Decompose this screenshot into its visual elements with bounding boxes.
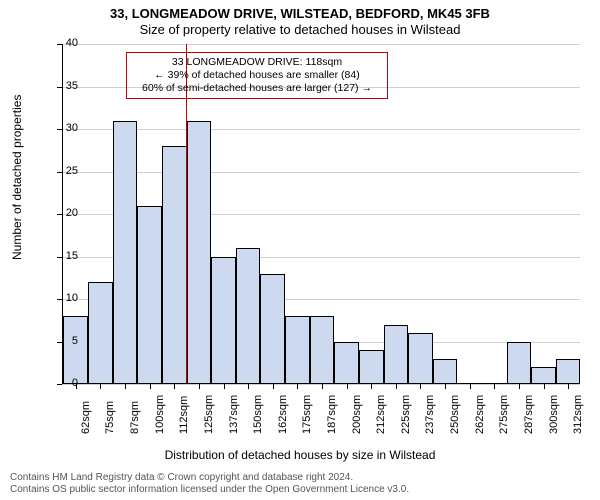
y-tick-label: 35 [48, 80, 78, 92]
x-tick-label: 212sqm [375, 395, 387, 434]
plot-area: 33 LONGMEADOW DRIVE: 118sqm← 39% of deta… [62, 44, 580, 384]
x-tick-label: 200sqm [351, 395, 363, 434]
chart-subtitle: Size of property relative to detached ho… [0, 22, 600, 37]
x-tick-mark [544, 384, 545, 389]
x-tick-label: 87sqm [129, 401, 141, 434]
y-tick-mark [57, 44, 62, 45]
histogram-bar [531, 367, 556, 384]
y-tick-label: 40 [48, 37, 78, 49]
x-tick-label: 75sqm [104, 401, 116, 434]
x-axis-label: Distribution of detached houses by size … [0, 448, 600, 462]
y-tick-mark [57, 87, 62, 88]
x-tick-mark [420, 384, 421, 389]
histogram-bar [162, 146, 187, 384]
x-tick-label: 300sqm [548, 395, 560, 434]
y-tick-mark [57, 384, 62, 385]
y-tick-mark [57, 214, 62, 215]
x-tick-mark [445, 384, 446, 389]
histogram-bar [408, 333, 433, 384]
y-tick-label: 30 [48, 122, 78, 134]
y-axis-label: Number of detached properties [10, 95, 24, 260]
gridline [62, 172, 580, 173]
x-tick-label: 62sqm [80, 401, 92, 434]
x-tick-mark [150, 384, 151, 389]
x-tick-mark [273, 384, 274, 389]
y-tick-mark [57, 172, 62, 173]
y-tick-label: 5 [48, 335, 78, 347]
histogram-bar [359, 350, 384, 384]
histogram-bar [211, 257, 236, 385]
histogram-bar [285, 316, 310, 384]
footer-line2: Contains OS public sector information li… [10, 484, 590, 496]
annotation-box: 33 LONGMEADOW DRIVE: 118sqm← 39% of deta… [126, 52, 388, 99]
histogram-bar [433, 359, 458, 385]
y-tick-mark [57, 257, 62, 258]
y-tick-label: 15 [48, 250, 78, 262]
x-tick-mark [494, 384, 495, 389]
x-tick-mark [347, 384, 348, 389]
histogram-bar [507, 342, 532, 385]
annotation-line: 33 LONGMEADOW DRIVE: 118sqm [133, 56, 381, 69]
x-tick-mark [125, 384, 126, 389]
histogram-chart: 33, LONGMEADOW DRIVE, WILSTEAD, BEDFORD,… [0, 0, 600, 500]
y-tick-mark [57, 299, 62, 300]
x-tick-mark [100, 384, 101, 389]
x-tick-label: 275sqm [498, 395, 510, 434]
x-tick-mark [519, 384, 520, 389]
x-tick-label: 225sqm [400, 395, 412, 434]
histogram-bar [113, 121, 138, 385]
y-tick-label: 20 [48, 207, 78, 219]
x-tick-label: 187sqm [326, 395, 338, 434]
x-tick-mark [396, 384, 397, 389]
histogram-bar [310, 316, 335, 384]
annotation-line: 60% of semi-detached houses are larger (… [133, 82, 381, 95]
x-tick-mark [297, 384, 298, 389]
x-tick-label: 125sqm [203, 395, 215, 434]
x-tick-mark [248, 384, 249, 389]
histogram-bar [334, 342, 359, 385]
x-tick-mark [568, 384, 569, 389]
x-tick-mark [371, 384, 372, 389]
x-tick-label: 175sqm [301, 395, 313, 434]
gridline [62, 44, 580, 45]
x-tick-mark [174, 384, 175, 389]
x-tick-label: 237sqm [424, 395, 436, 434]
y-tick-label: 10 [48, 292, 78, 304]
footer-line1: Contains HM Land Registry data © Crown c… [10, 472, 590, 484]
x-tick-label: 250sqm [449, 395, 461, 434]
footer-attribution: Contains HM Land Registry data © Crown c… [10, 472, 590, 496]
gridline [62, 129, 580, 130]
y-tick-label: 25 [48, 165, 78, 177]
histogram-bar [88, 282, 113, 384]
x-tick-label: 287sqm [523, 395, 535, 434]
x-tick-mark [199, 384, 200, 389]
annotation-line: ← 39% of detached houses are smaller (84… [133, 69, 381, 82]
histogram-bar [384, 325, 409, 385]
x-tick-label: 100sqm [154, 395, 166, 434]
x-tick-mark [322, 384, 323, 389]
x-tick-label: 312sqm [572, 395, 584, 434]
x-tick-mark [76, 384, 77, 389]
x-tick-label: 150sqm [252, 395, 264, 434]
x-tick-label: 162sqm [277, 395, 289, 434]
x-tick-label: 112sqm [178, 396, 190, 434]
chart-title-address: 33, LONGMEADOW DRIVE, WILSTEAD, BEDFORD,… [0, 6, 600, 21]
x-tick-mark [470, 384, 471, 389]
histogram-bar [137, 206, 162, 385]
histogram-bar [556, 359, 581, 385]
y-tick-mark [57, 129, 62, 130]
histogram-bar [187, 121, 212, 385]
histogram-bar [260, 274, 285, 385]
histogram-bar [63, 316, 88, 384]
histogram-bar [236, 248, 261, 384]
x-tick-label: 137sqm [228, 395, 240, 434]
y-tick-mark [57, 342, 62, 343]
x-tick-label: 262sqm [474, 395, 486, 434]
x-tick-mark [224, 384, 225, 389]
y-tick-label: 0 [48, 377, 78, 389]
